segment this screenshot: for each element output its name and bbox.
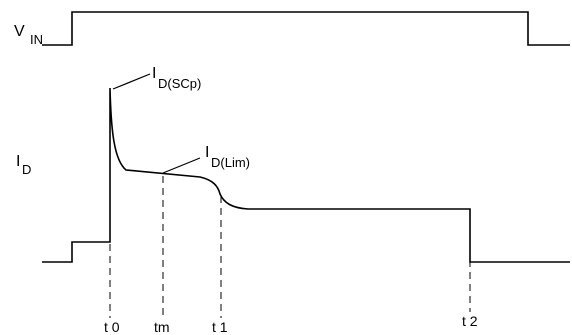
vin-waveform — [42, 11, 570, 46]
id-waveform — [42, 87, 570, 263]
annotation-id-scp: I D(SCp) — [152, 65, 201, 91]
marker-label-tm: tm — [154, 319, 170, 335]
marker-label-t2: t 2 — [462, 313, 478, 329]
marker-label-t1: t 1 — [212, 319, 228, 335]
lim-lead-line — [162, 157, 201, 174]
scp-lead-line — [112, 73, 151, 90]
id-label: I D — [16, 153, 31, 177]
marker-label-t0: t 0 — [104, 319, 120, 335]
vin-label: V IN — [14, 23, 43, 47]
annotation-id-lim: I D(Lim) — [205, 144, 250, 170]
